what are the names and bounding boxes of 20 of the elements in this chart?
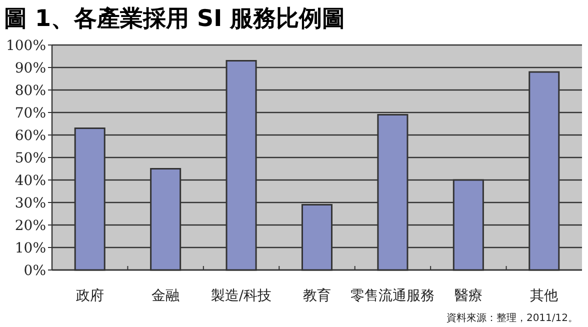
x-tick-label: 教育 <box>303 287 331 304</box>
y-tick-label: 20% <box>14 218 46 234</box>
y-tick-label: 60% <box>14 128 46 144</box>
y-tick-label: 100% <box>6 38 46 54</box>
y-tick-label: 50% <box>14 150 46 166</box>
y-tick-label: 70% <box>14 106 46 122</box>
x-tick-label: 其他 <box>530 288 558 304</box>
chart-title: 圖 1、各產業採用 SI 服務比例圖 <box>4 6 346 32</box>
y-tick-label: 10% <box>14 240 46 256</box>
x-tick-label: 零售流通服務 <box>350 288 435 304</box>
y-tick-label: 0% <box>24 263 46 279</box>
x-tick-label: 金融 <box>152 288 180 304</box>
y-tick-label: 40% <box>14 173 46 189</box>
x-tick-label: 醫療 <box>454 288 482 304</box>
x-tick-label: 製造/科技 <box>210 288 272 304</box>
y-tick-label: 90% <box>14 60 46 76</box>
y-tick-label: 80% <box>14 83 46 99</box>
source-note: 資料來源：整理，2011/12。 <box>446 312 578 324</box>
y-tick-label: 30% <box>14 196 46 212</box>
x-tick-label: 政府 <box>76 288 104 304</box>
